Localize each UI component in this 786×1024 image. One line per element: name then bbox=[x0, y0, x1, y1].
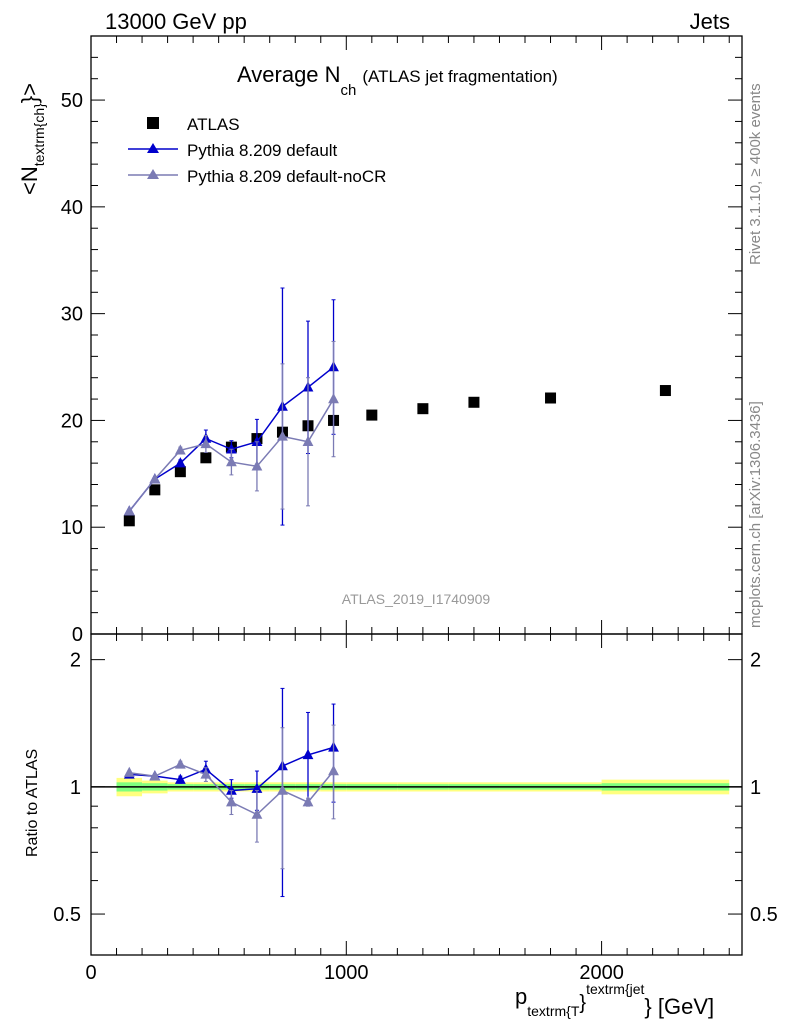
ratio-point-triangle bbox=[226, 796, 237, 807]
legend-marker-default bbox=[147, 143, 159, 153]
data-point-triangle bbox=[328, 393, 339, 404]
y-tick-label: 10 bbox=[61, 517, 83, 539]
ratio-point-triangle bbox=[302, 796, 314, 807]
data-point-triangle bbox=[277, 430, 288, 441]
y-axis-label: <Ntextrm{ch}}> bbox=[17, 83, 47, 195]
data-point-triangle bbox=[251, 460, 263, 471]
data-point-atlas bbox=[468, 396, 480, 408]
x-axis-label: ptextrm{T}textrm{jet} [GeV] bbox=[515, 981, 714, 1019]
data-point-atlas bbox=[200, 452, 212, 464]
ratio-point-triangle bbox=[123, 766, 135, 777]
ratio-point-triangle bbox=[251, 782, 263, 793]
legend-marker-atlas bbox=[147, 117, 159, 129]
series-2 bbox=[123, 340, 339, 516]
data-point-triangle bbox=[174, 444, 186, 455]
data-point-triangle bbox=[200, 437, 212, 449]
data-point-atlas bbox=[174, 466, 186, 478]
ratio-y-tick-label: 0.5 bbox=[53, 904, 81, 926]
legend-label-default: Pythia 8.209 default bbox=[187, 141, 338, 160]
legend-label-nocr: Pythia 8.209 default-noCR bbox=[187, 167, 386, 186]
y-tick-label: 30 bbox=[61, 304, 83, 326]
legend: ATLAS Pythia 8.209 default Pythia 8.209 … bbox=[128, 115, 386, 186]
rivet-version-label: Rivet 3.1.10, ≥ 400k events bbox=[747, 83, 764, 265]
ratio-point-triangle bbox=[277, 784, 288, 795]
x-tick-label: 1000 bbox=[324, 962, 369, 984]
ratio-y-tick-label: 2 bbox=[70, 650, 81, 672]
data-point-triangle bbox=[123, 505, 135, 516]
legend-label-atlas: ATLAS bbox=[187, 115, 240, 134]
data-point-triangle bbox=[251, 435, 263, 446]
bottom-panel-frame bbox=[90, 633, 743, 956]
ratio-point-triangle bbox=[174, 758, 186, 769]
series-0 bbox=[123, 385, 671, 527]
y-tick-label: 20 bbox=[61, 410, 83, 432]
ratio-point-triangle bbox=[302, 748, 314, 760]
analysis-watermark: ATLAS_2019_I1740909 bbox=[342, 591, 491, 607]
chart-title: Average Nch(ATLAS jet fragmentation) bbox=[237, 62, 558, 99]
data-point-atlas bbox=[366, 409, 378, 421]
data-point-triangle bbox=[302, 435, 314, 446]
ratio-y-tick-label-right: 1 bbox=[750, 777, 761, 799]
mcplots-label: mcplots.cern.ch [arXiv:1306.3436] bbox=[747, 401, 764, 628]
data-point-triangle bbox=[226, 443, 237, 454]
ratio-y-tick-label: 1 bbox=[70, 777, 81, 799]
x-tick-label: 2000 bbox=[579, 962, 624, 984]
ratio-point-triangle bbox=[251, 808, 263, 819]
ratio-point-triangle bbox=[328, 765, 339, 776]
header-right: Jets bbox=[690, 9, 730, 34]
data-point-triangle bbox=[174, 457, 186, 468]
legend-marker-nocr bbox=[147, 169, 159, 179]
x-tick-label: 0 bbox=[85, 962, 96, 984]
data-point-triangle bbox=[149, 473, 161, 484]
header-left: 13000 GeV pp bbox=[105, 9, 247, 34]
ratio-y-axis-label: Ratio to ATLAS bbox=[24, 749, 41, 857]
y-tick-label: 40 bbox=[61, 197, 83, 219]
ratio-point-triangle bbox=[226, 784, 237, 795]
ratio-point-triangle bbox=[174, 773, 186, 784]
ratio-series-1 bbox=[123, 724, 339, 870]
ratio-point-triangle bbox=[149, 770, 161, 781]
data-point-atlas bbox=[545, 392, 557, 404]
data-point-triangle bbox=[226, 456, 237, 467]
data-point-atlas bbox=[417, 403, 429, 415]
data-point-atlas bbox=[659, 385, 671, 397]
ratio-y-tick-label-right: 0.5 bbox=[750, 904, 778, 926]
data-point-atlas bbox=[149, 484, 161, 496]
ratio-y-tick-label-right: 2 bbox=[750, 650, 761, 672]
y-tick-label: 0 bbox=[72, 624, 83, 646]
data-point-atlas bbox=[123, 515, 135, 527]
y-tick-label: 50 bbox=[61, 90, 83, 112]
ratio-point-triangle bbox=[200, 768, 212, 779]
